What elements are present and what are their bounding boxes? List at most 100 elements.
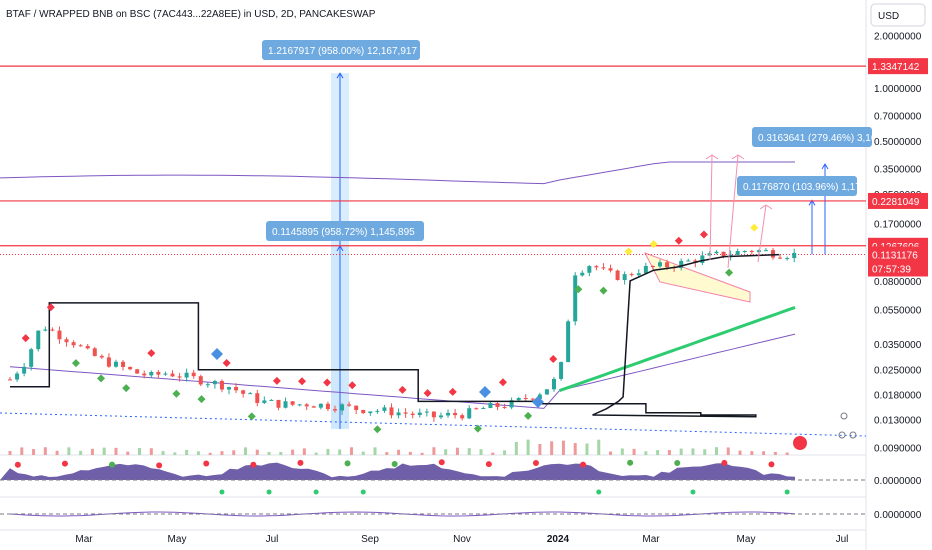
volume-bar [538, 444, 542, 455]
oscillator-tick-label: 0.0000000 [874, 510, 922, 521]
candle-body [106, 357, 111, 367]
candle-body [15, 373, 20, 380]
measure-label-box [737, 176, 857, 196]
target-arrow-head [759, 204, 773, 210]
candle-body [57, 330, 62, 340]
candle-body [714, 251, 719, 254]
volume-bar [609, 451, 613, 455]
candle-body [142, 373, 147, 376]
candle-body [29, 349, 34, 367]
candle-body [50, 329, 55, 331]
volume-bar [738, 450, 742, 455]
x-tick-label: Sep [361, 534, 379, 545]
candle-body [227, 387, 232, 390]
signal-marker [21, 334, 30, 343]
volume-bar [302, 448, 306, 455]
volume-bar [750, 451, 754, 455]
x-tick-label: 2024 [547, 534, 570, 545]
volume-bar [244, 447, 247, 455]
candle-body [234, 387, 239, 391]
volume-bar [715, 447, 718, 455]
signal-marker [599, 286, 608, 295]
candle-body [615, 270, 620, 281]
y-tick-label: 0.0350000 [874, 340, 922, 351]
oscillator-dot [596, 489, 602, 495]
volume-bar [232, 450, 236, 455]
signal-marker [398, 385, 407, 394]
volume-bar [762, 451, 766, 455]
candle-body [205, 384, 210, 386]
candle-body [707, 253, 712, 256]
x-tick-label: May [737, 534, 756, 545]
volume-bar [138, 447, 142, 455]
measure-arrow-head [336, 72, 344, 79]
signal-marker [373, 425, 382, 434]
volume-bar [196, 451, 200, 455]
y-tick-label: 1.0000000 [874, 84, 922, 95]
oscillator-dot [768, 461, 775, 468]
candle-body [650, 266, 655, 268]
volume-bar [67, 447, 71, 455]
signal-marker [725, 268, 734, 277]
signal-marker [674, 236, 683, 245]
x-tick-label: Jul [836, 534, 849, 545]
level-price-tag [868, 58, 928, 75]
oscillator-dot [721, 459, 728, 466]
candle-body [516, 398, 521, 401]
volume-bar [20, 447, 24, 455]
candle-body [92, 348, 97, 356]
currency-button[interactable] [870, 3, 926, 27]
candle-body [771, 250, 776, 258]
oscillator-tick-label: 0.0000000 [874, 476, 922, 487]
volume-bar [408, 451, 412, 455]
volume-bar [8, 451, 12, 455]
candle-body [417, 412, 422, 416]
oscillator-dot [344, 460, 351, 467]
volume-bar [373, 447, 377, 455]
target-arrow [757, 204, 767, 263]
volume-bar [420, 452, 424, 455]
candle-body [523, 398, 528, 400]
oscillator-dot [61, 460, 68, 467]
volume-bar [43, 447, 47, 455]
candle-body [410, 413, 415, 416]
signal-marker [122, 384, 131, 393]
event-icon [840, 412, 848, 420]
x-tick-label: Mar [75, 534, 93, 545]
envelope-upper-line [0, 161, 795, 185]
measure-label: 0.1176870 (103.96%) 1,176,8 [743, 182, 875, 193]
candle-body [170, 373, 175, 377]
y-tick-label: 0.5000000 [874, 137, 922, 148]
signal-marker [298, 377, 307, 386]
volume-bar [632, 448, 636, 455]
blue-diamond-marker [479, 386, 491, 398]
candle-body [502, 407, 507, 409]
candle-body [283, 401, 288, 408]
candle-body [128, 366, 133, 370]
candle-body [43, 329, 48, 331]
target-arrow-head [731, 154, 745, 160]
signal-marker [348, 381, 357, 390]
target-arrow-head [705, 154, 719, 160]
candle-body [686, 260, 691, 262]
candle-body [389, 407, 394, 416]
candle-body [121, 361, 126, 367]
y-tick-label: 0.1700000 [874, 219, 922, 230]
candle-body [99, 355, 104, 358]
candle-body [453, 412, 458, 416]
candle-body [481, 408, 486, 410]
oscillator-dot [360, 489, 366, 495]
volume-bar [279, 451, 283, 455]
candle-body [601, 267, 606, 269]
candle-body [629, 274, 634, 276]
candle-body [368, 411, 373, 414]
candle-body [198, 376, 203, 385]
volume-bar [314, 452, 318, 455]
trendline [0, 412, 867, 437]
volume-bar [573, 443, 577, 455]
volume-bar [79, 450, 83, 455]
volume-bar [326, 448, 330, 455]
volume-bar [432, 447, 436, 455]
